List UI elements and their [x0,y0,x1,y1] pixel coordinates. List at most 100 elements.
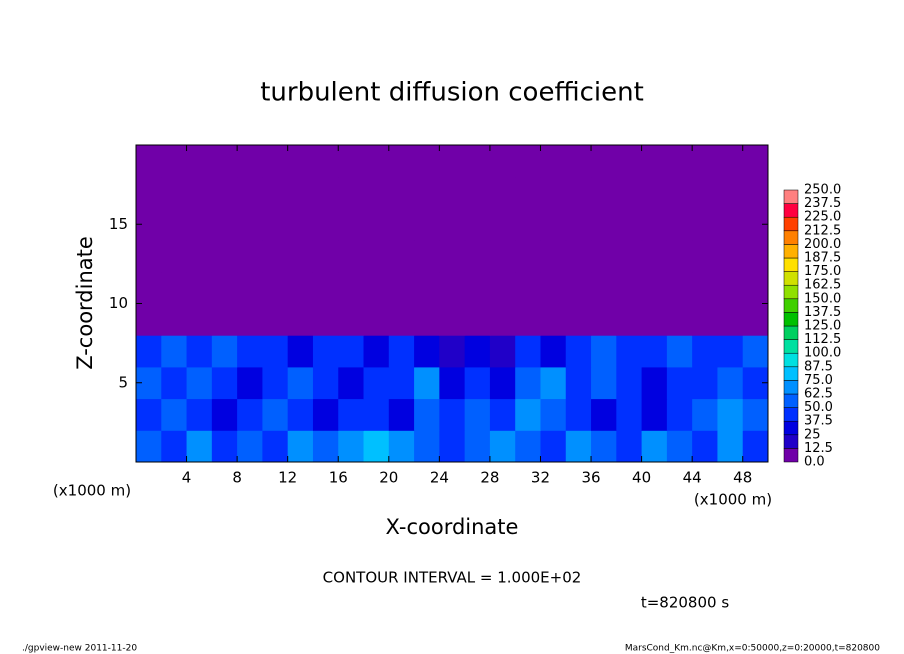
field-cell [312,366,339,400]
field-cell [338,303,365,336]
field-cell [211,208,238,241]
field-cell [287,176,314,209]
field-cell [540,366,567,400]
field-cell [136,430,162,463]
field-cell [211,398,238,431]
colorbar-label: 250.0 [804,183,841,198]
field-cell [262,271,289,304]
field-cell [565,303,592,336]
field-cell [312,145,339,178]
field-cell [237,271,263,304]
field-cell [312,271,339,304]
field-cell [692,430,718,463]
field-cell [717,145,744,178]
footer: ./gpview-new 2011-11-20 [22,644,137,654]
field-cell [540,145,567,178]
field-cell [742,176,769,209]
field-cell [211,176,238,209]
field-cell [666,398,693,431]
field-cell [666,366,693,400]
field-cell [186,430,213,463]
field-cell [616,240,643,273]
field-cell [262,303,289,336]
field-cell [616,430,643,463]
field-cell [565,366,592,400]
field-cell [287,335,314,368]
colorbar-label: 212.5 [804,223,841,238]
field-cell [186,240,213,273]
field-cell [515,303,541,336]
field-cell [136,335,162,368]
field-cell [565,398,592,431]
colorbar-label: 62.5 [804,387,833,402]
field-cell [388,208,415,241]
field-cell [540,208,567,241]
field-cell [312,176,339,209]
field-cell [136,398,162,431]
field-cell [692,176,718,209]
field-cell [692,271,718,304]
field-cell [287,208,314,241]
field-cell [489,271,516,304]
field-cell [616,176,643,209]
field-cell [237,145,263,178]
field-cell [237,303,263,336]
y-tick-label: 15 [109,215,128,233]
field-cell [742,398,769,431]
field-cell [464,271,491,304]
field-cell [464,208,491,241]
field-cell [717,430,744,463]
field-cell [287,240,314,273]
x-tick-label: 24 [430,469,449,487]
colorbar-label: 112.5 [804,332,841,347]
field-cell [439,398,466,431]
field-cell [237,430,263,463]
colorbar-band [783,366,799,381]
field-cell [439,430,466,463]
field-cell [414,335,440,368]
field-cell [692,366,718,400]
colorbar-label: 200.0 [804,237,841,252]
field-cell [489,176,516,209]
colorbar-label: 162.5 [804,278,841,293]
colorbar-label: 125.0 [804,319,841,334]
field-cell [565,335,592,368]
colorbar-label: 175.0 [804,264,841,279]
field-cell [186,335,213,368]
field-cell [742,335,769,368]
field-cell [540,303,567,336]
colorbar-band [783,325,799,340]
field-cell [565,240,592,273]
field-cell [515,176,541,209]
field-cell [565,145,592,178]
field-cell [591,176,617,209]
field-cell [692,335,718,368]
y-tick-label: 5 [118,373,128,391]
field-cell [338,145,365,178]
field-cell [186,176,213,209]
field-cell [262,366,289,400]
field-cell [540,335,567,368]
field-cell [616,398,643,431]
field-cell [136,240,162,273]
colorbar-band [783,420,799,436]
field-cell [540,176,567,209]
field-cell [515,145,541,178]
field-cell [591,145,617,178]
colorbar-band [783,448,799,463]
colorbar-band [783,203,799,218]
field-cell [262,335,289,368]
footer: MarsCond_Km.nc@Km,x=0:50000,z=0:20000,t=… [625,644,880,654]
field-cell [161,398,188,431]
field-cell [464,335,491,368]
field-cell [161,366,188,400]
field-cell [186,303,213,336]
chart-title: turbulent diffusion coefficient [260,78,644,108]
field-cell [363,303,390,336]
field-cell [363,145,390,178]
field-cell [616,335,643,368]
colorbar-band [783,339,799,354]
field-cell [641,335,668,368]
x-axis-label: X-coordinate [386,515,519,539]
